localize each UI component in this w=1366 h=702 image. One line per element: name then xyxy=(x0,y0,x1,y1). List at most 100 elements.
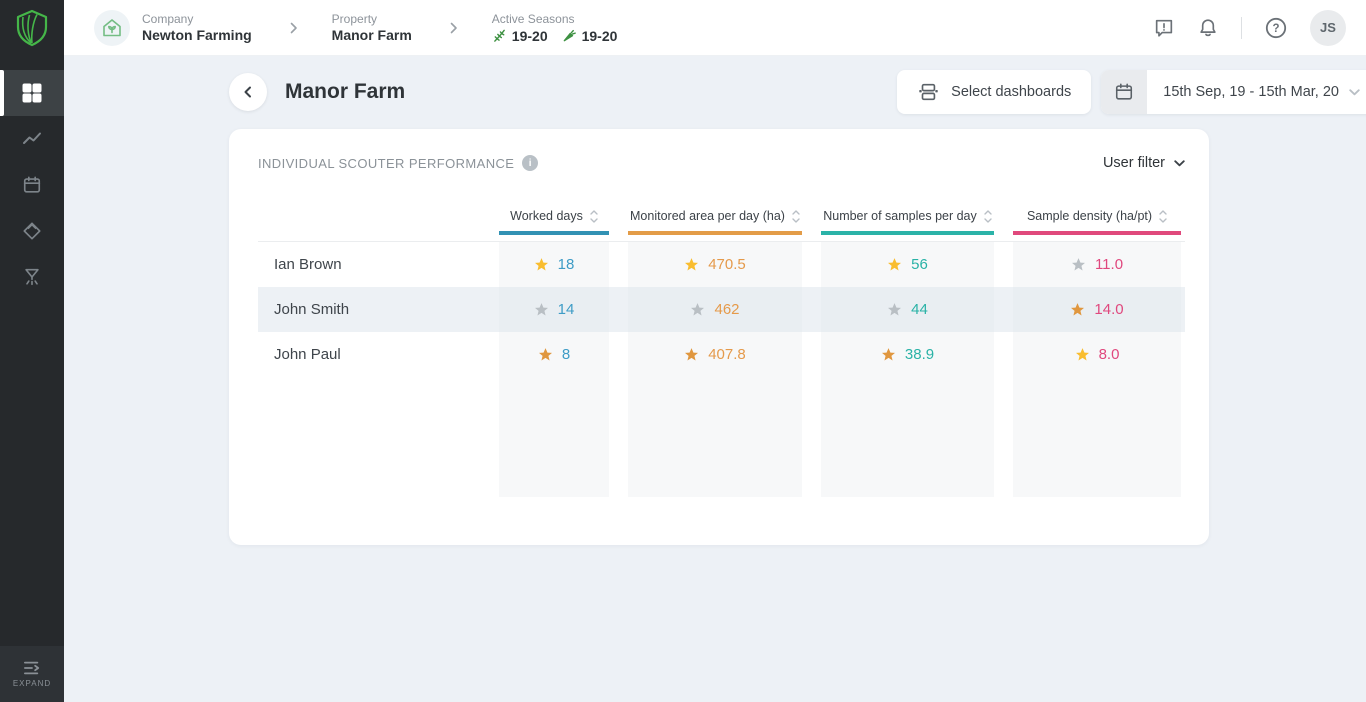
breadcrumb-property[interactable]: Property Manor Farm xyxy=(332,12,412,43)
metric-cell: 11.0 xyxy=(1013,242,1181,287)
sort-icon[interactable] xyxy=(1159,209,1167,223)
sidebar-item-analytics[interactable] xyxy=(0,116,64,162)
column-header[interactable]: Worked days xyxy=(499,205,609,235)
breadcrumb-company[interactable]: Company Newton Farming xyxy=(94,9,252,46)
star-icon xyxy=(887,257,902,272)
metric-value: 18 xyxy=(557,256,575,273)
star-icon xyxy=(690,302,705,317)
feedback-bubble-icon xyxy=(1153,17,1175,39)
sort-icon[interactable] xyxy=(590,209,598,223)
metric-value: 44 xyxy=(911,301,928,318)
metric-cell: 470.5 xyxy=(628,242,802,287)
back-button[interactable] xyxy=(229,73,267,111)
topbar-divider xyxy=(1241,16,1242,39)
metric-value: 14.0 xyxy=(1094,301,1124,318)
select-dashboards-button[interactable]: Select dashboards xyxy=(897,70,1092,114)
column-header[interactable]: Sample density (ha/pt) xyxy=(1013,205,1181,235)
user-filter-dropdown[interactable]: User filter xyxy=(1103,155,1185,171)
sidebar-nav xyxy=(0,70,64,300)
expand-label: EXPAND xyxy=(12,679,52,688)
seasons-label: Active Seasons xyxy=(491,11,575,26)
wheat-icon xyxy=(492,28,507,43)
column-stripe xyxy=(499,377,609,497)
star-icon xyxy=(1071,257,1086,272)
metric-cell: 44 xyxy=(821,287,994,332)
chevron-right-icon xyxy=(450,22,458,34)
metric-cell: 38.9 xyxy=(821,332,994,377)
user-filter-label: User filter xyxy=(1102,155,1165,171)
metric-value: 8 xyxy=(561,346,571,363)
star-icon xyxy=(684,257,699,272)
select-dashboards-label: Select dashboards xyxy=(951,84,1072,100)
feedback-button[interactable] xyxy=(1153,17,1175,39)
shield-leaf-logo-icon xyxy=(12,8,52,48)
topbar-actions: ? JS xyxy=(1153,9,1346,46)
metric-value: 8.0 xyxy=(1098,346,1120,363)
sort-icon[interactable] xyxy=(792,209,800,223)
chevron-left-icon xyxy=(241,85,255,99)
page-title: Manor Farm xyxy=(285,80,406,103)
star-icon xyxy=(538,347,553,362)
card-title: INDIVIDUAL SCOUTER PERFORMANCE i xyxy=(258,155,539,171)
dashboards-stack-icon xyxy=(917,81,939,103)
chevron-down-icon xyxy=(1174,159,1185,167)
table-row[interactable]: John Smith 14 462 44 14.0 xyxy=(258,287,1185,332)
star-icon xyxy=(1075,347,1090,362)
scouter-name: John Smith xyxy=(274,301,350,318)
calendar-icon xyxy=(1114,82,1134,102)
sidebar-item-fields[interactable] xyxy=(0,208,64,254)
date-range-picker[interactable]: 15th Sep, 19 - 15th Mar, 20 xyxy=(1101,70,1366,114)
question-circle-icon: ? xyxy=(1264,16,1288,40)
star-icon xyxy=(1070,302,1085,317)
funnel-spray-icon xyxy=(22,267,42,287)
card-header: INDIVIDUAL SCOUTER PERFORMANCE i User fi… xyxy=(258,155,1185,171)
company-avatar xyxy=(94,9,130,46)
column-stripe xyxy=(628,377,802,497)
table-filler-row xyxy=(258,377,1185,497)
metric-value: 470.5 xyxy=(708,256,746,273)
metric-cell: 462 xyxy=(628,287,802,332)
page-header-actions: Select dashboards 15th Sep, 19 - 15th Ma… xyxy=(897,70,1366,114)
metric-value: 11.0 xyxy=(1094,256,1124,273)
column-header[interactable]: Monitored area per day (ha) xyxy=(628,205,802,235)
notifications-button[interactable] xyxy=(1197,17,1219,39)
sidebar-expand-button[interactable]: EXPAND xyxy=(0,646,64,702)
column-stripe xyxy=(821,377,994,497)
column-header-label: Worked days xyxy=(510,209,583,223)
trend-line-icon xyxy=(21,128,43,150)
app-logo[interactable] xyxy=(0,0,64,56)
scouter-performance-table: Worked days Monitored area per day (ha) … xyxy=(258,205,1185,497)
info-icon[interactable]: i xyxy=(522,155,539,171)
main-content: Manor Farm Select dashboards xyxy=(64,56,1366,702)
metric-cell: 407.8 xyxy=(628,332,802,377)
help-button[interactable]: ? xyxy=(1264,16,1288,40)
sidebar: EXPAND xyxy=(0,0,64,702)
breadcrumb-seasons[interactable]: Active Seasons 19-20 xyxy=(492,12,618,44)
table-body: Ian Brown 18 470.5 56 11.0 John S xyxy=(258,241,1185,377)
column-stripe xyxy=(1013,377,1181,497)
sidebar-item-calendar[interactable] xyxy=(0,162,64,208)
column-header-label: Monitored area per day (ha) xyxy=(630,209,785,223)
topbar: Company Newton Farming Property Manor Fa… xyxy=(64,0,1366,56)
table-row[interactable]: John Paul 8 407.8 38.9 8.0 xyxy=(258,332,1185,377)
sort-icon[interactable] xyxy=(984,209,992,223)
scouter-name: John Paul xyxy=(274,346,341,363)
chevron-down-icon xyxy=(1349,88,1360,96)
sidebar-item-dashboards[interactable] xyxy=(0,70,64,116)
date-range-value: 15th Sep, 19 - 15th Mar, 20 xyxy=(1163,84,1339,100)
star-icon xyxy=(881,347,896,362)
sidebar-item-irrigation[interactable] xyxy=(0,254,64,300)
metric-cell: 18 xyxy=(499,242,609,287)
metric-cell: 56 xyxy=(821,242,994,287)
table-row[interactable]: Ian Brown 18 470.5 56 11.0 xyxy=(258,242,1185,287)
metric-cell: 8.0 xyxy=(1013,332,1181,377)
column-header[interactable]: Number of samples per day xyxy=(821,205,994,235)
metric-cell: 8 xyxy=(499,332,609,377)
dashboard-grid-icon xyxy=(22,83,42,103)
star-icon xyxy=(534,257,549,272)
user-avatar[interactable]: JS xyxy=(1310,9,1346,46)
company-label: Company xyxy=(142,12,194,26)
svg-text:?: ? xyxy=(1272,23,1279,35)
bell-icon xyxy=(1197,17,1219,39)
company-value: Newton Farming xyxy=(142,27,252,43)
